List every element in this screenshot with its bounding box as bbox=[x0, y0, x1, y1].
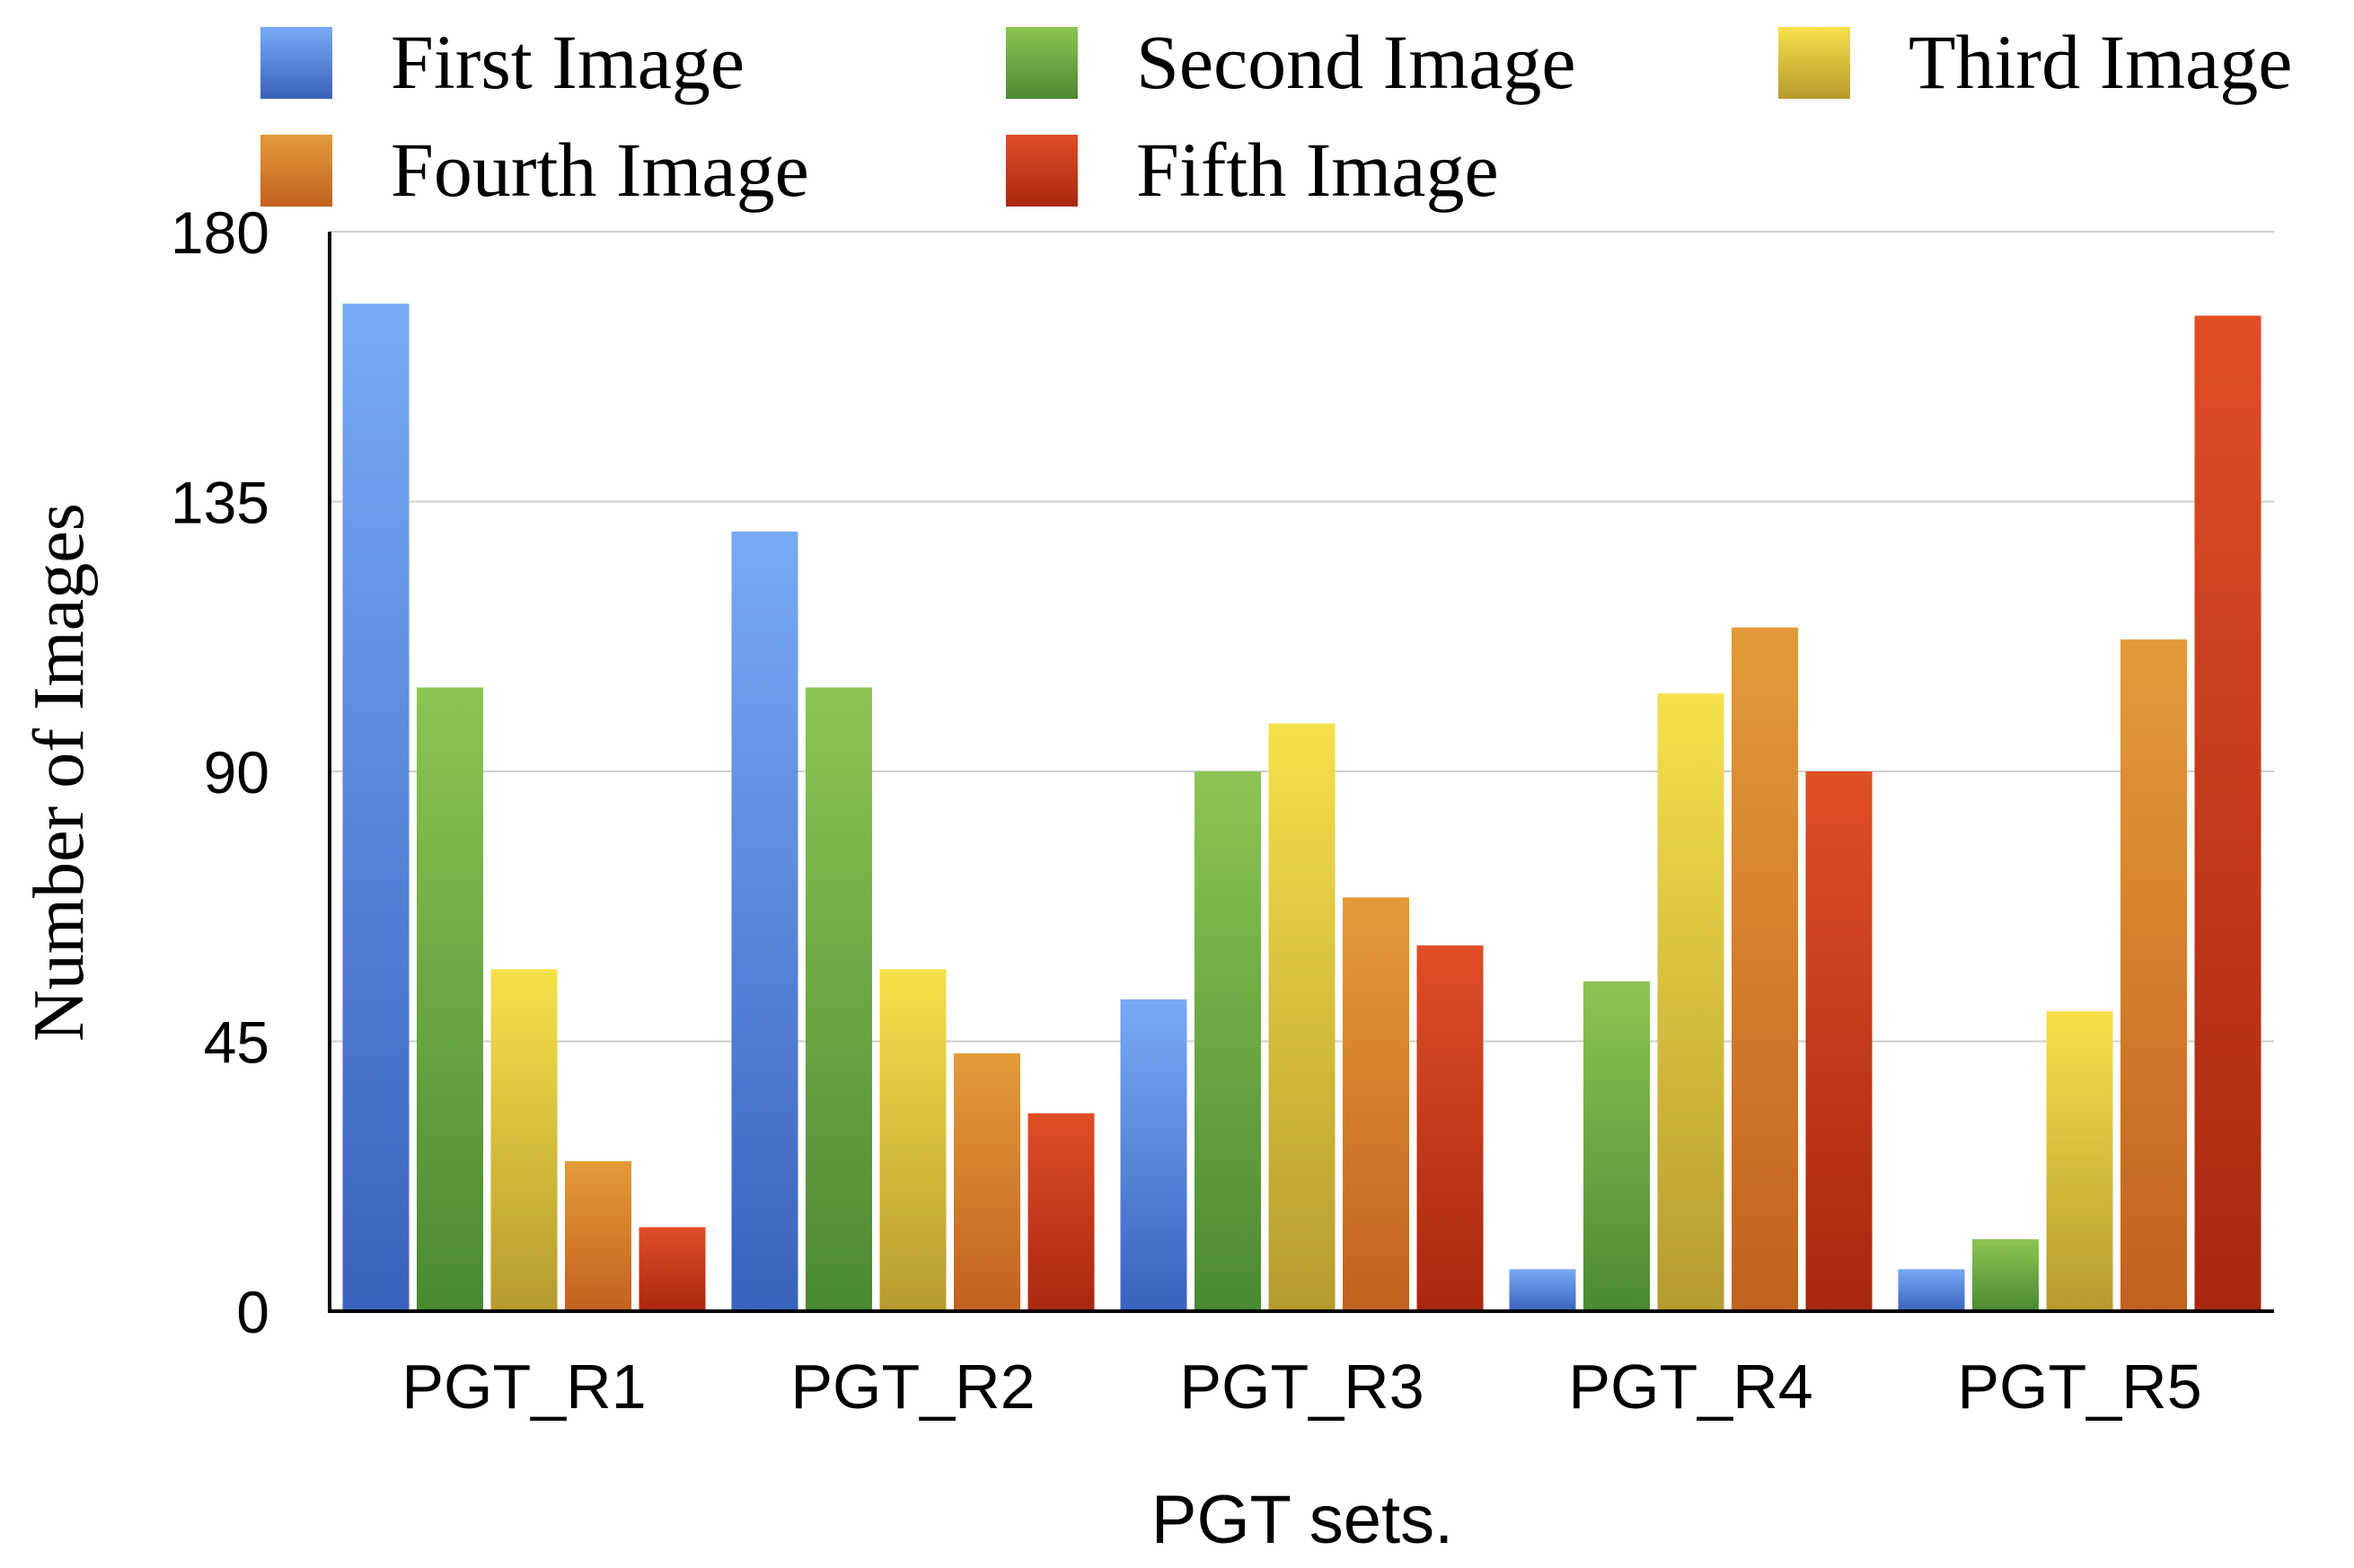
legend-swatch bbox=[1006, 135, 1078, 207]
bar bbox=[2046, 1011, 2113, 1311]
legend: First Image Second Image Third Image Fourth… bbox=[260, 19, 2292, 213]
bar bbox=[1027, 1113, 1095, 1311]
bar bbox=[806, 687, 872, 1311]
bar bbox=[2120, 639, 2187, 1311]
y-axis-label: Number of Images bbox=[20, 503, 99, 1042]
legend-swatch bbox=[260, 27, 332, 99]
bars bbox=[342, 304, 2261, 1312]
bar bbox=[1657, 693, 1724, 1311]
y-tick-label: 45 bbox=[204, 1009, 269, 1076]
bar bbox=[1972, 1238, 2039, 1311]
bar bbox=[1120, 999, 1187, 1311]
x-tick-label: PGT_R5 bbox=[1957, 1352, 2201, 1422]
bar bbox=[1732, 627, 1798, 1311]
bar bbox=[490, 969, 558, 1311]
y-tick-label: 90 bbox=[204, 739, 269, 806]
legend-label: Third Image bbox=[1909, 19, 2292, 105]
bar bbox=[1268, 723, 1336, 1311]
y-tick-label: 0 bbox=[236, 1279, 269, 1345]
legend-label: Fourth Image bbox=[391, 127, 809, 213]
bar bbox=[417, 687, 483, 1311]
bar bbox=[639, 1227, 706, 1311]
x-axis-label: PGT sets. bbox=[1151, 1482, 1453, 1558]
x-tick-labels: PGT_R1 PGT_R2 PGT_R3 PGT_R4 PGT_R5 bbox=[401, 1352, 2201, 1422]
x-tick-label: PGT_R2 bbox=[790, 1352, 1035, 1422]
bar bbox=[1343, 897, 1409, 1311]
legend-swatch bbox=[1006, 27, 1078, 99]
bar bbox=[879, 969, 947, 1311]
legend-swatch bbox=[260, 135, 332, 207]
x-tick-label: PGT_R1 bbox=[401, 1352, 646, 1422]
bar bbox=[342, 304, 410, 1312]
bar bbox=[1898, 1269, 1965, 1311]
x-tick-label: PGT_R4 bbox=[1568, 1352, 1812, 1422]
legend-label: Fifth Image bbox=[1136, 127, 1499, 213]
bar bbox=[1805, 771, 1873, 1311]
legend-label: First Image bbox=[391, 19, 745, 105]
bar bbox=[565, 1161, 631, 1311]
bar bbox=[1509, 1269, 1576, 1311]
legend-swatch bbox=[1778, 27, 1850, 99]
legend-label: Second Image bbox=[1136, 19, 1576, 105]
bar bbox=[954, 1053, 1020, 1311]
bar bbox=[1583, 981, 1650, 1311]
bar bbox=[1416, 945, 1484, 1311]
bar bbox=[1195, 771, 1261, 1311]
y-tick-labels: 0 45 90 135 180 bbox=[171, 199, 269, 1345]
x-tick-label: PGT_R3 bbox=[1179, 1352, 1424, 1422]
bar bbox=[731, 531, 798, 1311]
y-tick-label: 135 bbox=[171, 470, 269, 536]
y-tick-label: 180 bbox=[171, 199, 269, 266]
bar bbox=[2194, 315, 2261, 1311]
